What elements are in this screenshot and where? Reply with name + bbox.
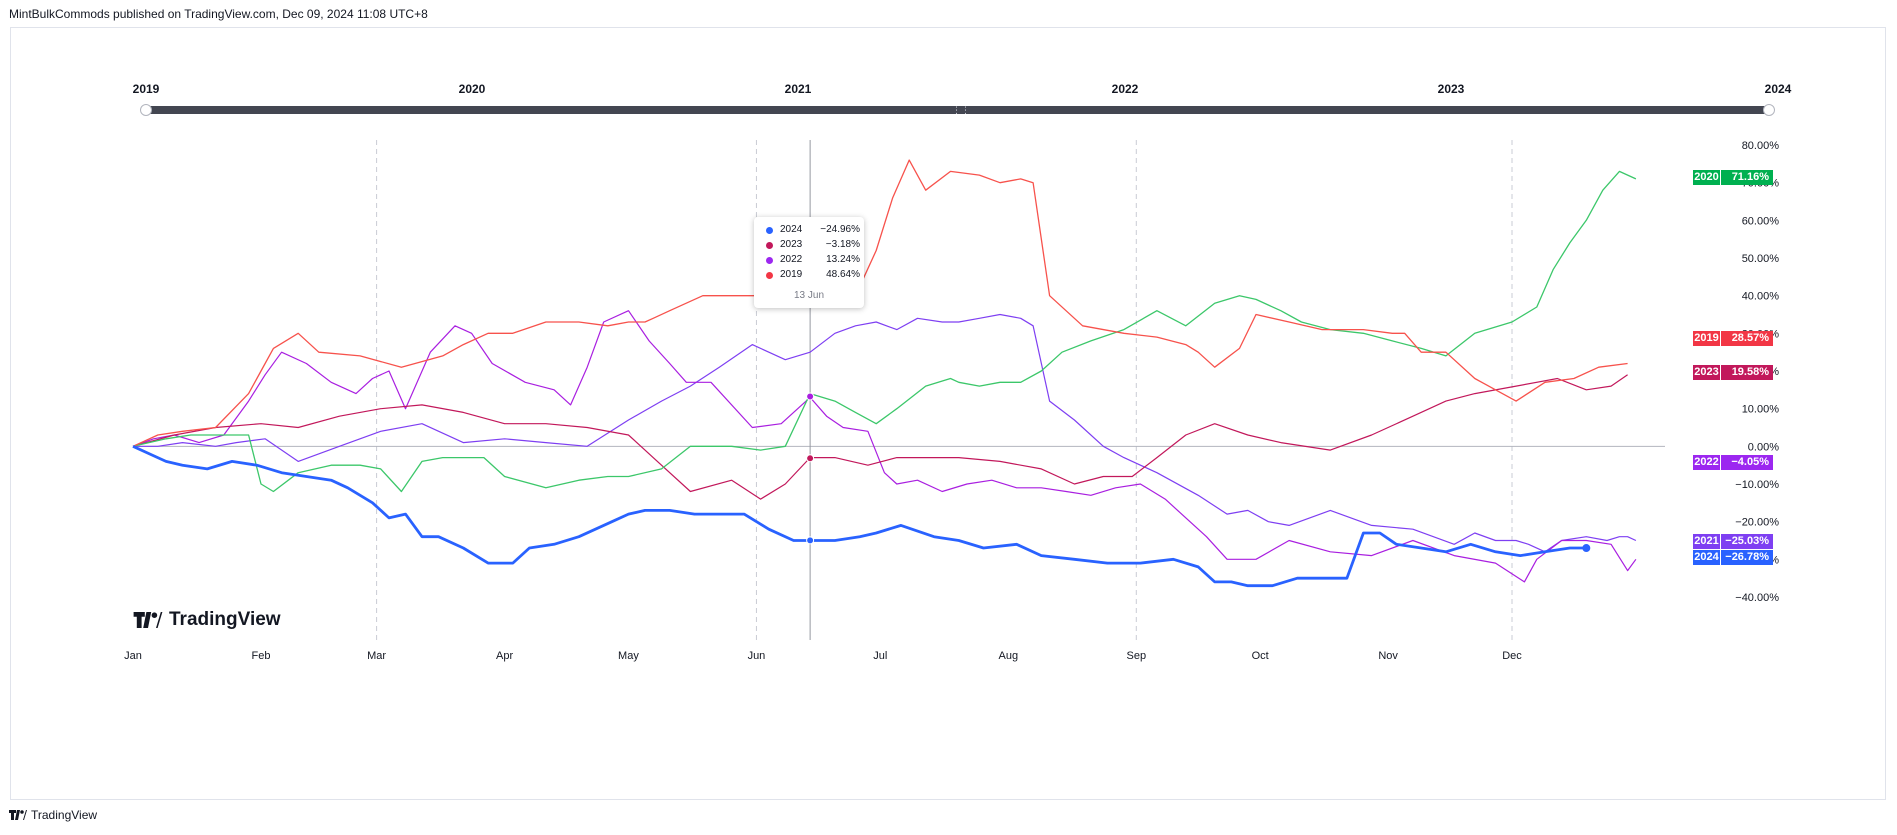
year-range-end-handle[interactable]	[1763, 104, 1775, 116]
year-range-track[interactable]	[146, 106, 1769, 114]
tooltip-date: 13 Jun	[793, 290, 825, 301]
year-label: 2023	[1437, 82, 1465, 96]
series-dot-icon	[766, 227, 773, 234]
last-value-badge: 2023 19.58%	[1693, 365, 1773, 380]
watermark-text: TradingView	[169, 609, 281, 630]
last-value-badge: 2020 71.16%	[1693, 170, 1773, 185]
tooltip-value: −3.18%	[825, 239, 860, 250]
tooltip-year: 2019	[780, 269, 803, 280]
tooltip-value: −24.96%	[820, 224, 860, 235]
badge-year: 2022	[1693, 455, 1720, 470]
tradingview-watermark: TradingView	[133, 609, 281, 631]
x-tick-label: Dec	[1502, 650, 1522, 662]
badge-year: 2019	[1693, 331, 1720, 346]
badge-value: −26.78%	[1721, 550, 1773, 565]
x-tick-label: Feb	[252, 650, 271, 662]
tooltip-row: 2022 13.24%	[766, 254, 860, 268]
tooltip-row: 2023 −3.18%	[766, 239, 860, 253]
crosshair-marker-2023	[806, 454, 815, 463]
x-tick-label: Nov	[1378, 650, 1398, 662]
year-label: 2019	[132, 82, 160, 96]
crosshair-marker-2024	[806, 536, 815, 545]
series-endpoint-2024	[1582, 544, 1591, 553]
x-tick-label: Jun	[748, 650, 766, 662]
y-tick-label: 80.00%	[1742, 140, 1780, 152]
tooltip-value: 13.24%	[826, 254, 860, 265]
series-line-2020	[132, 170, 1637, 493]
x-tick-label: Oct	[1252, 650, 1269, 662]
x-tick-label: May	[618, 650, 639, 662]
badge-year: 2021	[1693, 534, 1720, 549]
y-tick-label: 50.00%	[1742, 253, 1780, 265]
year-label: 2021	[784, 82, 812, 96]
badge-value: 19.58%	[1721, 365, 1773, 380]
tooltip-row: 2024 −24.96%	[766, 224, 860, 238]
badge-value: 71.16%	[1721, 170, 1773, 185]
y-tick-label: 40.00%	[1742, 291, 1780, 303]
y-tick-label: −10.00%	[1735, 479, 1779, 491]
series-dot-icon	[766, 242, 773, 249]
last-value-badge: 2021 −25.03%	[1693, 534, 1773, 549]
series-line-2024	[132, 445, 1587, 588]
year-label: 2022	[1111, 82, 1139, 96]
series-line-2023	[132, 374, 1628, 500]
last-value-badge: 2024 −26.78%	[1693, 550, 1773, 565]
x-tick-label: Sep	[1127, 650, 1147, 662]
badge-value: 28.57%	[1721, 331, 1773, 346]
series-line-2021	[133, 313, 1637, 553]
series-dot-icon	[766, 272, 773, 279]
footer-brand[interactable]: TradingView	[9, 808, 97, 822]
chart-frame	[10, 27, 1886, 800]
y-tick-label: 60.00%	[1742, 215, 1780, 227]
drag-grip-icon[interactable]: ⋮⋮	[952, 105, 970, 115]
series-line-2022	[132, 310, 1637, 583]
year-label: 2020	[458, 82, 486, 96]
tradingview-logo-icon	[9, 810, 27, 820]
x-tick-label: Aug	[999, 650, 1019, 662]
year-range-start-handle[interactable]	[140, 104, 152, 116]
year-range-scroller[interactable]: ⋮⋮ 2019 2020 2021 2022 2023 2024	[132, 78, 1791, 118]
y-tick-label: 0.00%	[1748, 441, 1779, 453]
x-tick-label: Jul	[873, 650, 887, 662]
crosshair-tooltip: 2024 −24.96% 2023 −3.18% 2022 13.24% 201…	[754, 217, 864, 308]
y-tick-label: −20.00%	[1735, 517, 1779, 529]
series-line-2019	[132, 159, 1628, 447]
badge-value: −25.03%	[1721, 534, 1773, 549]
y-tick-label: −40.00%	[1735, 592, 1779, 604]
tradingview-logo-icon	[133, 612, 163, 628]
publish-header: MintBulkCommods published on TradingView…	[9, 7, 428, 21]
x-tick-label: Jan	[124, 650, 142, 662]
tooltip-row: 2019 48.64%	[766, 269, 860, 283]
last-value-badge: 2019 28.57%	[1693, 331, 1773, 346]
crosshair-marker-2022	[806, 392, 815, 401]
x-tick-label: Apr	[496, 650, 513, 662]
tooltip-year: 2023	[780, 239, 803, 250]
tooltip-value: 48.64%	[826, 269, 860, 280]
series-dot-icon	[766, 257, 773, 264]
y-tick-label: 10.00%	[1742, 404, 1780, 416]
tooltip-year: 2024	[780, 224, 803, 235]
footer-text: TradingView	[31, 808, 98, 822]
badge-year: 2020	[1693, 170, 1720, 185]
x-tick-label: Mar	[367, 650, 386, 662]
last-value-badge: 2022 −4.05%	[1693, 455, 1773, 470]
year-label: 2024	[1764, 82, 1792, 96]
badge-year: 2023	[1693, 365, 1720, 380]
tooltip-year: 2022	[780, 254, 803, 265]
badge-year: 2024	[1693, 550, 1720, 565]
badge-value: −4.05%	[1721, 455, 1773, 470]
